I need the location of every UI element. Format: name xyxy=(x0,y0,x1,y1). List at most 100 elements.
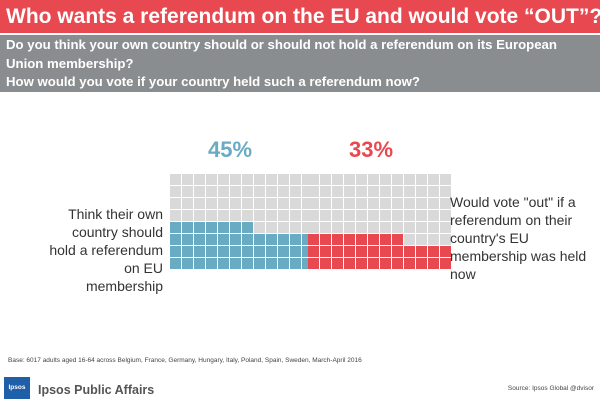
waffle-cell xyxy=(344,246,355,257)
waffle-cell xyxy=(302,222,313,233)
waffle-cell xyxy=(404,174,415,185)
waffle-cell xyxy=(194,198,205,209)
waffle-cell xyxy=(332,222,343,233)
waffle-cell xyxy=(242,186,253,197)
waffle-cell xyxy=(206,198,217,209)
waffle-cell xyxy=(278,186,289,197)
waffle-cell xyxy=(368,174,379,185)
waffle-cell xyxy=(302,258,313,269)
waffle-cell xyxy=(320,222,331,233)
waffle-cell xyxy=(392,210,403,221)
waffle-cell xyxy=(230,210,241,221)
page-title: Who wants a referendum on the EU and wou… xyxy=(0,0,600,33)
waffle-cell xyxy=(428,234,439,245)
waffle-cell xyxy=(392,258,403,269)
waffle-cell xyxy=(278,234,289,245)
referendum-description: Think their own country should hold a re… xyxy=(49,206,163,294)
waffle-cell xyxy=(404,246,415,257)
waffle-cell xyxy=(242,210,253,221)
waffle-cell xyxy=(218,174,229,185)
waffle-cell xyxy=(416,186,427,197)
waffle-cell xyxy=(428,258,439,269)
waffle-cell xyxy=(194,246,205,257)
waffle-cell xyxy=(242,174,253,185)
waffle-cell xyxy=(392,186,403,197)
waffle-cell xyxy=(368,186,379,197)
waffle-cell xyxy=(320,234,331,245)
waffle-cell xyxy=(302,198,313,209)
waffle-cell xyxy=(428,246,439,257)
question-line-1: Do you think your own country should or … xyxy=(6,37,557,52)
waffle-cell xyxy=(206,186,217,197)
waffle-cell xyxy=(320,174,331,185)
waffle-cell xyxy=(380,222,391,233)
waffle-cell xyxy=(194,186,205,197)
waffle-cell xyxy=(404,198,415,209)
waffle-cell xyxy=(428,174,439,185)
waffle-cell xyxy=(194,210,205,221)
waffle-cell xyxy=(254,246,265,257)
waffle-cell xyxy=(242,246,253,257)
waffle-cell xyxy=(266,234,277,245)
waffle-cell xyxy=(392,222,403,233)
waffle-cell xyxy=(356,198,367,209)
waffle-cell xyxy=(194,234,205,245)
source-note: Source: Ipsos Global @dvisor xyxy=(507,385,594,392)
waffle-cell xyxy=(218,234,229,245)
waffle-cell xyxy=(254,174,265,185)
waffle-cell xyxy=(218,222,229,233)
waffle-cell xyxy=(392,234,403,245)
waffle-cell xyxy=(290,174,301,185)
waffle-cell xyxy=(368,246,379,257)
waffle-cell xyxy=(302,234,313,245)
waffle-cell xyxy=(440,258,451,269)
waffle-cell xyxy=(368,198,379,209)
waffle-cell xyxy=(254,234,265,245)
waffle-cell xyxy=(242,258,253,269)
waffle-cell xyxy=(242,198,253,209)
waffle-cell xyxy=(182,258,193,269)
waffle-cell xyxy=(308,222,319,233)
waffle-cell xyxy=(404,222,415,233)
waffle-cell xyxy=(308,258,319,269)
waffle-cell xyxy=(170,258,181,269)
waffle-cell xyxy=(182,198,193,209)
waffle-cell xyxy=(230,198,241,209)
waffle-cell xyxy=(404,186,415,197)
waffle-cell xyxy=(242,222,253,233)
waffle-cell xyxy=(302,246,313,257)
waffle-cell xyxy=(380,198,391,209)
waffle-cell xyxy=(278,174,289,185)
waffle-cell xyxy=(230,222,241,233)
vote-out-waffle-grid xyxy=(308,174,452,270)
waffle-cell xyxy=(320,258,331,269)
waffle-cell xyxy=(302,186,313,197)
question-line-2: Union membership? xyxy=(6,55,134,71)
waffle-cell xyxy=(170,246,181,257)
waffle-cell xyxy=(332,258,343,269)
waffle-cell xyxy=(440,198,451,209)
waffle-cell xyxy=(254,186,265,197)
waffle-cell xyxy=(356,186,367,197)
waffle-cell xyxy=(170,210,181,221)
waffle-cell xyxy=(290,186,301,197)
waffle-cell xyxy=(416,198,427,209)
waffle-cell xyxy=(308,234,319,245)
ipsos-logo-icon: Ipsos xyxy=(4,377,30,399)
waffle-cell xyxy=(368,258,379,269)
waffle-cell xyxy=(440,234,451,245)
waffle-cell xyxy=(356,210,367,221)
waffle-cell xyxy=(404,258,415,269)
waffle-cell xyxy=(206,222,217,233)
waffle-cell xyxy=(368,234,379,245)
waffle-cell xyxy=(344,186,355,197)
waffle-cell xyxy=(332,186,343,197)
waffle-cell xyxy=(182,186,193,197)
waffle-cell xyxy=(344,234,355,245)
waffle-cell xyxy=(380,210,391,221)
waffle-cell xyxy=(290,198,301,209)
waffle-cell xyxy=(266,174,277,185)
logo-text: Ipsos Public Affairs xyxy=(38,383,155,397)
waffle-cell xyxy=(320,186,331,197)
waffle-cell xyxy=(440,222,451,233)
